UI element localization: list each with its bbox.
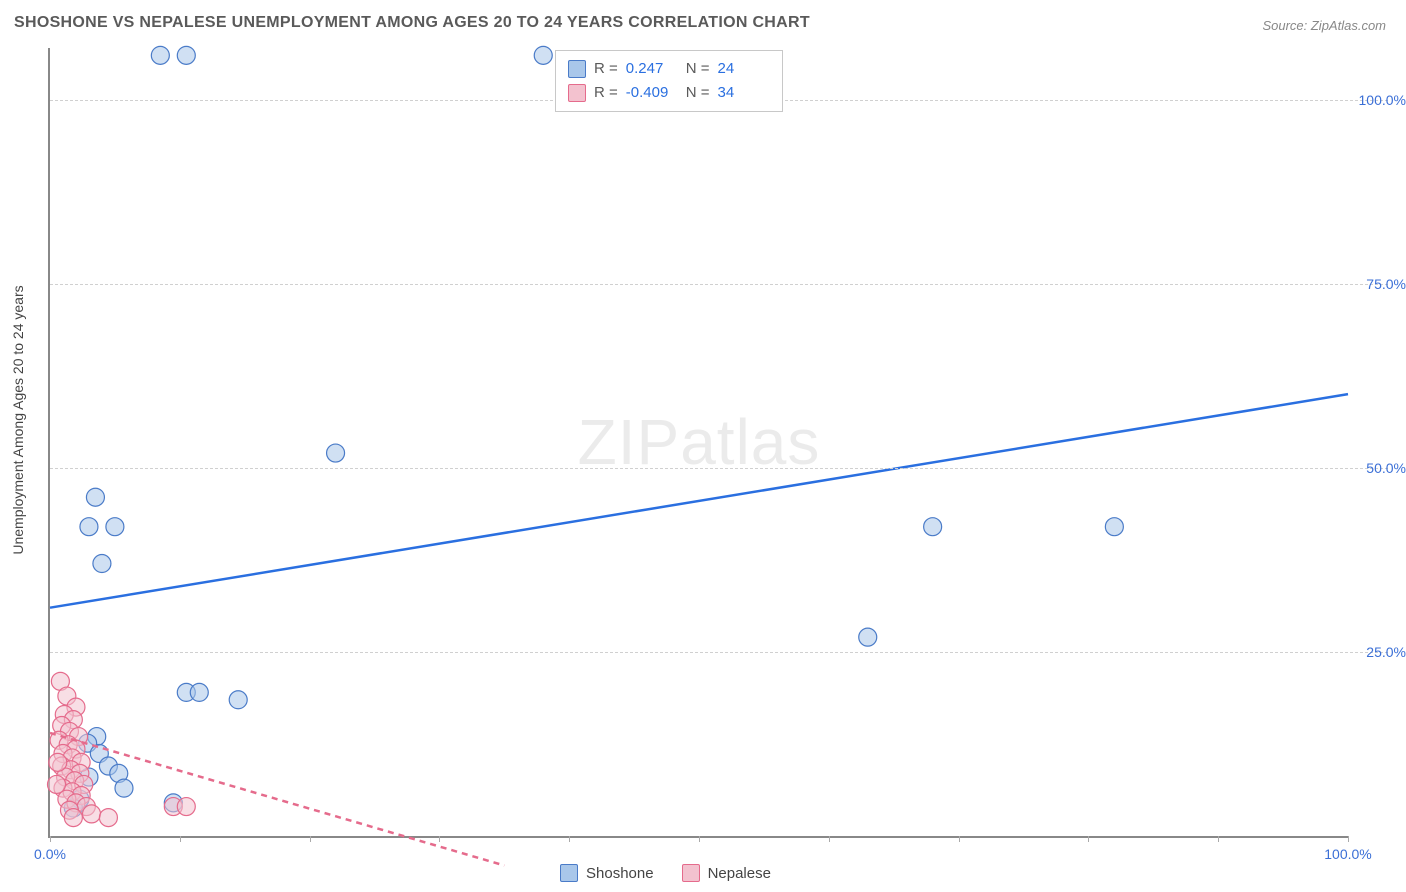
trendline <box>50 733 504 866</box>
x-tick-mark <box>310 836 311 842</box>
y-axis-label: Unemployment Among Ages 20 to 24 years <box>10 285 26 554</box>
x-tick-label: 100.0% <box>1324 846 1371 862</box>
scatter-point <box>115 779 133 797</box>
scatter-point <box>190 683 208 701</box>
plot-svg <box>50 48 1348 836</box>
x-tick-mark <box>180 836 181 842</box>
x-tick-mark <box>1218 836 1219 842</box>
legend-n-label: N = <box>686 81 710 105</box>
scatter-point <box>229 691 247 709</box>
scatter-point <box>83 805 101 823</box>
y-tick-label: 75.0% <box>1352 276 1406 292</box>
legend-swatch <box>682 864 700 882</box>
legend-swatch <box>568 84 586 102</box>
legend-n-value: 24 <box>718 57 770 81</box>
scatter-point <box>93 555 111 573</box>
correlation-legend: R = 0.247 N = 24 R = -0.409 N = 34 <box>555 50 783 112</box>
legend-label: Nepalese <box>708 865 771 882</box>
scatter-point <box>49 753 67 771</box>
chart-title: SHOSHONE VS NEPALESE UNEMPLOYMENT AMONG … <box>14 14 810 32</box>
correlation-chart: SHOSHONE VS NEPALESE UNEMPLOYMENT AMONG … <box>0 0 1406 892</box>
legend-r-value: -0.409 <box>626 81 678 105</box>
legend-n-label: N = <box>686 57 710 81</box>
x-tick-mark <box>569 836 570 842</box>
gridline <box>50 652 1388 653</box>
scatter-point <box>1105 518 1123 536</box>
x-tick-mark <box>1088 836 1089 842</box>
scatter-point <box>534 46 552 64</box>
legend-item: Nepalese <box>682 864 771 882</box>
y-tick-label: 100.0% <box>1352 92 1406 108</box>
scatter-point <box>924 518 942 536</box>
scatter-point <box>177 798 195 816</box>
legend-label: Shoshone <box>586 865 654 882</box>
scatter-point <box>86 488 104 506</box>
scatter-point <box>47 775 65 793</box>
scatter-point <box>151 46 169 64</box>
x-tick-mark <box>439 836 440 842</box>
legend-swatch <box>568 60 586 78</box>
legend-r-label: R = <box>594 81 618 105</box>
trendline <box>50 394 1348 608</box>
scatter-point <box>177 46 195 64</box>
scatter-point <box>64 809 82 827</box>
scatter-point <box>99 809 117 827</box>
y-tick-label: 50.0% <box>1352 460 1406 476</box>
scatter-point <box>106 518 124 536</box>
plot-area: ZIPatlas 25.0%50.0%75.0%100.0%0.0%100.0% <box>48 48 1348 838</box>
legend-item: Shoshone <box>560 864 654 882</box>
x-tick-mark <box>50 836 51 842</box>
chart-source: Source: ZipAtlas.com <box>1262 18 1386 33</box>
x-tick-mark <box>699 836 700 842</box>
legend-swatch <box>560 864 578 882</box>
legend-row: R = -0.409 N = 34 <box>568 81 770 105</box>
x-tick-mark <box>1348 836 1349 842</box>
legend-r-label: R = <box>594 57 618 81</box>
x-tick-label: 0.0% <box>34 846 66 862</box>
gridline <box>50 468 1388 469</box>
scatter-point <box>80 518 98 536</box>
series-legend: Shoshone Nepalese <box>560 864 771 882</box>
legend-r-value: 0.247 <box>626 57 678 81</box>
gridline <box>50 284 1388 285</box>
x-tick-mark <box>829 836 830 842</box>
x-tick-mark <box>959 836 960 842</box>
scatter-point <box>327 444 345 462</box>
legend-n-value: 34 <box>718 81 770 105</box>
legend-row: R = 0.247 N = 24 <box>568 57 770 81</box>
scatter-point <box>859 628 877 646</box>
y-tick-label: 25.0% <box>1352 644 1406 660</box>
